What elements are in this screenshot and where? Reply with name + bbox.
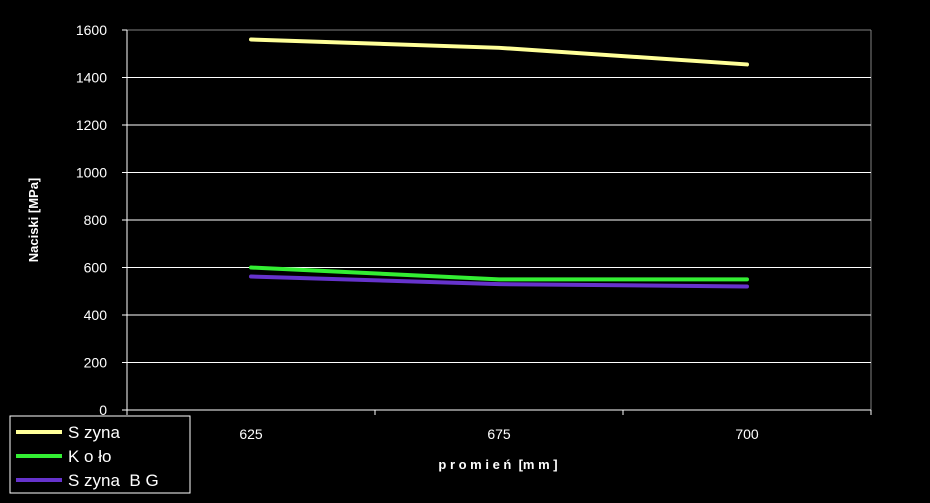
tick-labels: 0 200 400 600 800 1000 1200 1400 1600 625 675 700 bbox=[76, 22, 759, 442]
y-tick-label: 1400 bbox=[76, 70, 107, 86]
x-tick-label: 675 bbox=[487, 426, 511, 442]
series-lines bbox=[249, 37, 749, 289]
legend-items: S zyna K o ło S zyna B G bbox=[16, 423, 159, 490]
series-line-2 bbox=[249, 274, 749, 289]
y-tick-label: 1200 bbox=[76, 117, 107, 133]
y-axis-title: Naciski [MPa] bbox=[26, 178, 41, 263]
legend-label: K o ło bbox=[68, 447, 111, 466]
legend: S zyna K o ło S zyna B G bbox=[9, 415, 191, 494]
y-tick-label: 1600 bbox=[76, 22, 107, 38]
x-tick-label: 700 bbox=[735, 426, 759, 442]
legend-label: S zyna B G bbox=[68, 471, 159, 490]
y-tick-label: 0 bbox=[99, 402, 107, 418]
y-tick-label: 200 bbox=[84, 355, 108, 371]
legend-label: S zyna bbox=[68, 423, 121, 442]
gridlines bbox=[127, 29, 872, 410]
series-line-1 bbox=[249, 265, 749, 282]
y-tick-label: 1000 bbox=[76, 165, 107, 181]
y-tick-label: 400 bbox=[84, 307, 108, 323]
x-axis-title: p r o m i e ń [m m ] bbox=[438, 457, 557, 472]
x-tick-label: 625 bbox=[239, 426, 263, 442]
y-tick-label: 800 bbox=[84, 212, 108, 228]
series-line-0 bbox=[249, 37, 749, 67]
y-tick-label: 600 bbox=[84, 260, 108, 276]
axes bbox=[122, 29, 872, 415]
